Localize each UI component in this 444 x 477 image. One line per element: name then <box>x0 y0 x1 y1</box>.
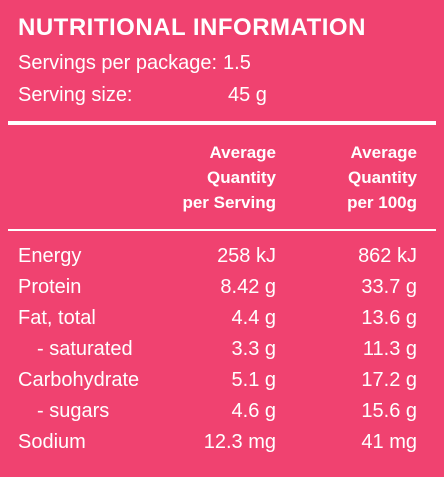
per-serving-value: 4.6 g <box>231 400 276 422</box>
table-row: - sugars 4.6 g 15.6 g <box>0 400 444 431</box>
serving-size: Serving size: 45 g <box>18 84 267 107</box>
nutrient-label: - saturated <box>37 338 133 360</box>
nutrient-table: Energy 258 kJ 862 kJ Protein 8.42 g 33.7… <box>0 245 444 462</box>
servings-per-package-value: 1.5 <box>223 52 251 74</box>
nutrient-label: Fat, total <box>18 307 96 329</box>
per-serving-value: 5.1 g <box>231 369 276 391</box>
nutrient-label: Protein <box>18 276 82 298</box>
column-header-per-100g: Average Quantity per 100g <box>307 140 417 215</box>
servings-per-package: Servings per package: 1.5 <box>18 52 251 75</box>
per-100g-value: 17.2 g <box>361 369 417 391</box>
per-100g-value: 862 kJ <box>358 245 417 267</box>
nutrient-label: - sugars <box>37 400 110 422</box>
per-serving-value: 258 kJ <box>217 245 276 267</box>
serving-size-label: Serving size: <box>18 84 133 106</box>
per-100g-value: 33.7 g <box>361 276 417 298</box>
column-header-line: Quantity <box>207 168 276 187</box>
table-row: Sodium 12.3 mg 41 mg <box>0 431 444 462</box>
column-header-line: Quantity <box>348 168 417 187</box>
per-serving-value: 3.3 g <box>231 338 276 360</box>
divider-thin <box>8 229 436 231</box>
per-serving-value: 4.4 g <box>231 307 276 329</box>
per-serving-value: 12.3 mg <box>203 431 276 453</box>
column-header-per-serving: Average Quantity per Serving <box>156 140 276 215</box>
per-100g-value: 15.6 g <box>361 400 417 422</box>
per-100g-value: 13.6 g <box>361 307 417 329</box>
divider-thick <box>8 121 436 125</box>
column-header-line: per 100g <box>347 193 417 212</box>
table-row: - saturated 3.3 g 11.3 g <box>0 338 444 369</box>
nutrient-label: Carbohydrate <box>18 369 140 391</box>
nutrient-label: Sodium <box>18 431 86 453</box>
table-row: Protein 8.42 g 33.7 g <box>0 276 444 307</box>
nutrient-label: Energy <box>18 245 82 267</box>
table-row: Energy 258 kJ 862 kJ <box>0 245 444 276</box>
panel-title: NUTRITIONAL INFORMATION <box>18 14 366 41</box>
serving-size-value: 45 g <box>228 84 267 106</box>
column-header-line: Average <box>209 143 276 162</box>
column-header-line: Average <box>350 143 417 162</box>
table-row: Fat, total 4.4 g 13.6 g <box>0 307 444 338</box>
per-100g-value: 41 mg <box>361 431 417 453</box>
column-header-line: per Serving <box>182 193 276 212</box>
per-serving-value: 8.42 g <box>220 276 276 298</box>
table-row: Carbohydrate 5.1 g 17.2 g <box>0 369 444 400</box>
servings-per-package-label: Servings per package: <box>18 52 218 74</box>
per-100g-value: 11.3 g <box>362 338 417 360</box>
